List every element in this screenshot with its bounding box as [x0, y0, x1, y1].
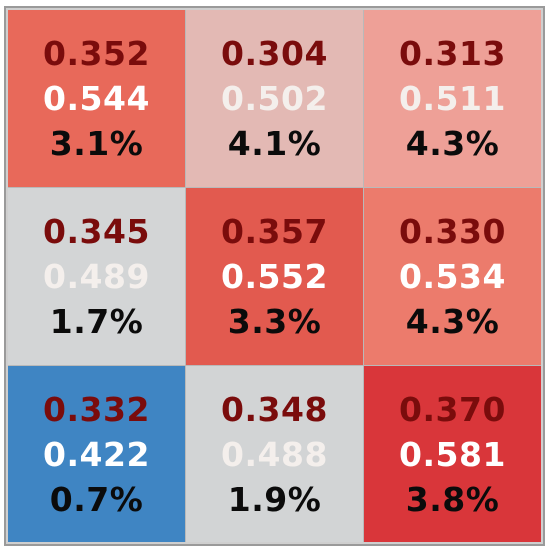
cell-value-a: 0.370	[399, 389, 506, 429]
cell-value-a: 0.330	[399, 212, 506, 251]
heatmap-cell-r2-c2: 0.357 0.552 3.3%	[186, 188, 363, 365]
heatmap-cell-r3-c1: 0.332 0.422 0.7%	[8, 366, 185, 542]
cell-value-c: 4.3%	[405, 302, 500, 341]
cell-value-b: 0.544	[43, 79, 150, 118]
heatmap-cell-r3-c3: 0.370 0.581 3.8%	[364, 366, 541, 542]
cell-value-a: 0.357	[221, 212, 328, 251]
heatmap-cell-r1-c2: 0.304 0.502 4.1%	[186, 10, 363, 187]
cell-value-c: 4.1%	[227, 124, 322, 163]
heatmap-cell-r1-c1: 0.352 0.544 3.1%	[8, 10, 185, 187]
cell-value-b: 0.581	[399, 434, 506, 474]
cell-value-a: 0.352	[43, 34, 150, 73]
cell-value-b: 0.552	[221, 257, 328, 296]
cell-value-a: 0.313	[399, 34, 506, 73]
heatmap-frame: 0.352 0.544 3.1% 0.304 0.502 4.1% 0.313 0.511 4.…	[4, 6, 545, 546]
cell-value-b: 0.488	[221, 434, 328, 474]
cell-value-c: 4.3%	[405, 124, 500, 163]
cell-value-c: 3.1%	[49, 124, 144, 163]
heatmap-cell-r2-c1: 0.345 0.489 1.7%	[8, 188, 185, 365]
heatmap-cell-r1-c3: 0.313 0.511 4.3%	[364, 10, 541, 187]
cell-value-b: 0.534	[399, 257, 506, 296]
heatmap-cell-r3-c2: 0.348 0.488 1.9%	[186, 366, 363, 542]
cell-value-a: 0.332	[43, 389, 150, 429]
cell-value-c: 1.9%	[227, 479, 322, 519]
cell-value-b: 0.489	[43, 257, 150, 296]
cell-value-c: 3.8%	[405, 479, 500, 519]
cell-value-b: 0.422	[43, 434, 150, 474]
cell-value-a: 0.304	[221, 34, 328, 73]
cell-value-b: 0.502	[221, 79, 328, 118]
cell-value-c: 3.3%	[227, 302, 322, 341]
heatmap-grid: 0.352 0.544 3.1% 0.304 0.502 4.1% 0.313 0.511 4.…	[8, 10, 541, 542]
heatmap-cell-r2-c3: 0.330 0.534 4.3%	[364, 188, 541, 365]
cell-value-b: 0.511	[399, 79, 506, 118]
cell-value-c: 0.7%	[49, 479, 144, 519]
cell-value-a: 0.348	[221, 389, 328, 429]
cell-value-a: 0.345	[43, 212, 150, 251]
cell-value-c: 1.7%	[49, 302, 144, 341]
